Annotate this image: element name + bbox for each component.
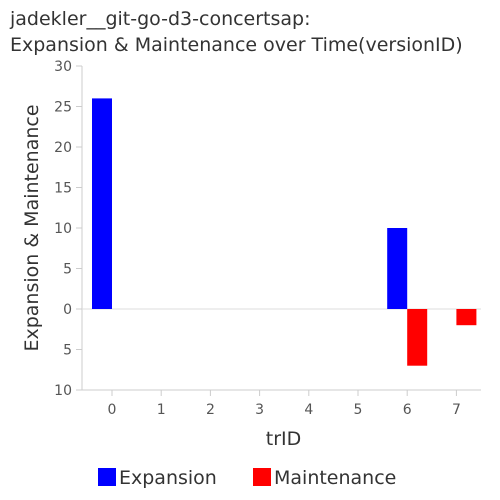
legend-label-maintenance: Maintenance: [274, 467, 396, 489]
y-tick-label: 5: [63, 343, 72, 359]
y-tick-label: 30: [54, 59, 72, 75]
legend-label-expansion: Expansion: [119, 467, 217, 489]
x-tick-label: 4: [304, 402, 313, 418]
x-axis-label: trID: [266, 428, 302, 450]
x-tick-label: 7: [452, 402, 461, 418]
x-tick-label: 6: [403, 402, 412, 418]
y-tick-label: 0: [63, 302, 72, 318]
y-tick-label: 10: [54, 383, 72, 399]
bar-expansion: [92, 98, 112, 310]
chart-title-line-2: Expansion & Maintenance over Time(versio…: [10, 34, 463, 56]
x-tick-label: 5: [354, 402, 363, 418]
x-tick-label: 1: [157, 402, 166, 418]
x-tick-label: 2: [206, 402, 215, 418]
x-tick-label: 0: [108, 402, 117, 418]
y-tick-label: 25: [54, 100, 72, 116]
bar-expansion: [387, 228, 408, 309]
x-tick-label: 3: [255, 402, 264, 418]
bar-maintenance: [407, 309, 428, 366]
chart-title-line-1: jadekler__git-go-d3-concertsap:: [10, 8, 311, 30]
y-tick-label: 20: [54, 140, 72, 156]
legend-swatch-expansion: [98, 468, 116, 486]
y-tick-label: 5: [63, 262, 72, 278]
chart-title: jadekler__git-go-d3-concertsap: Expansio…: [10, 6, 463, 58]
y-axis-label: Expansion & Maintenance: [21, 104, 43, 351]
legend-swatch-maintenance: [253, 468, 271, 486]
y-tick-label: 10: [54, 221, 72, 237]
y-tick-label: 15: [54, 181, 72, 197]
bar-maintenance: [456, 309, 477, 326]
